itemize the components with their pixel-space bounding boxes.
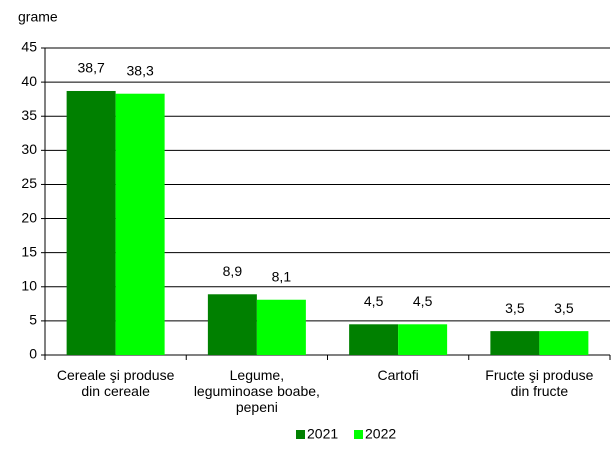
bar (539, 331, 589, 355)
legend-swatch (296, 430, 305, 439)
bar (207, 294, 257, 355)
y-tick-label: 5 (29, 312, 37, 328)
bar (349, 324, 399, 355)
bar (66, 90, 116, 355)
legend-label: 2022 (365, 426, 396, 442)
value-label: 38,3 (127, 62, 154, 78)
value-label: 4,5 (364, 293, 384, 309)
y-tick-label: 0 (29, 346, 37, 362)
value-label: 3,5 (554, 300, 574, 316)
value-label: 3,5 (505, 300, 525, 316)
value-label: 8,9 (223, 263, 243, 279)
x-tick-label: Cartofi (377, 367, 419, 383)
y-tick-label: 10 (21, 277, 37, 293)
y-tick-label: 30 (21, 141, 37, 157)
bar (115, 93, 165, 355)
bar (398, 324, 448, 355)
legend-swatch (354, 430, 363, 439)
y-axis-label: grame (18, 9, 58, 25)
x-tick-label: Legume, leguminoase boabe, pepeni (193, 367, 320, 415)
bar (256, 299, 306, 355)
y-tick-label: 35 (21, 107, 37, 123)
y-tick-label: 40 (21, 73, 37, 89)
bar (490, 331, 540, 355)
legend-label: 2021 (307, 426, 338, 442)
y-tick-label: 20 (21, 209, 37, 225)
y-tick-label: 25 (21, 175, 37, 191)
y-tick-label: 45 (21, 39, 37, 55)
x-tick-label: Cereale şi produse din cereale (56, 367, 175, 399)
value-label: 4,5 (413, 293, 433, 309)
value-label: 8,1 (272, 268, 292, 284)
value-label: 38,7 (78, 60, 105, 76)
x-tick-label: Fructe şi produse din fructe (485, 367, 594, 399)
y-tick-label: 15 (21, 243, 37, 259)
